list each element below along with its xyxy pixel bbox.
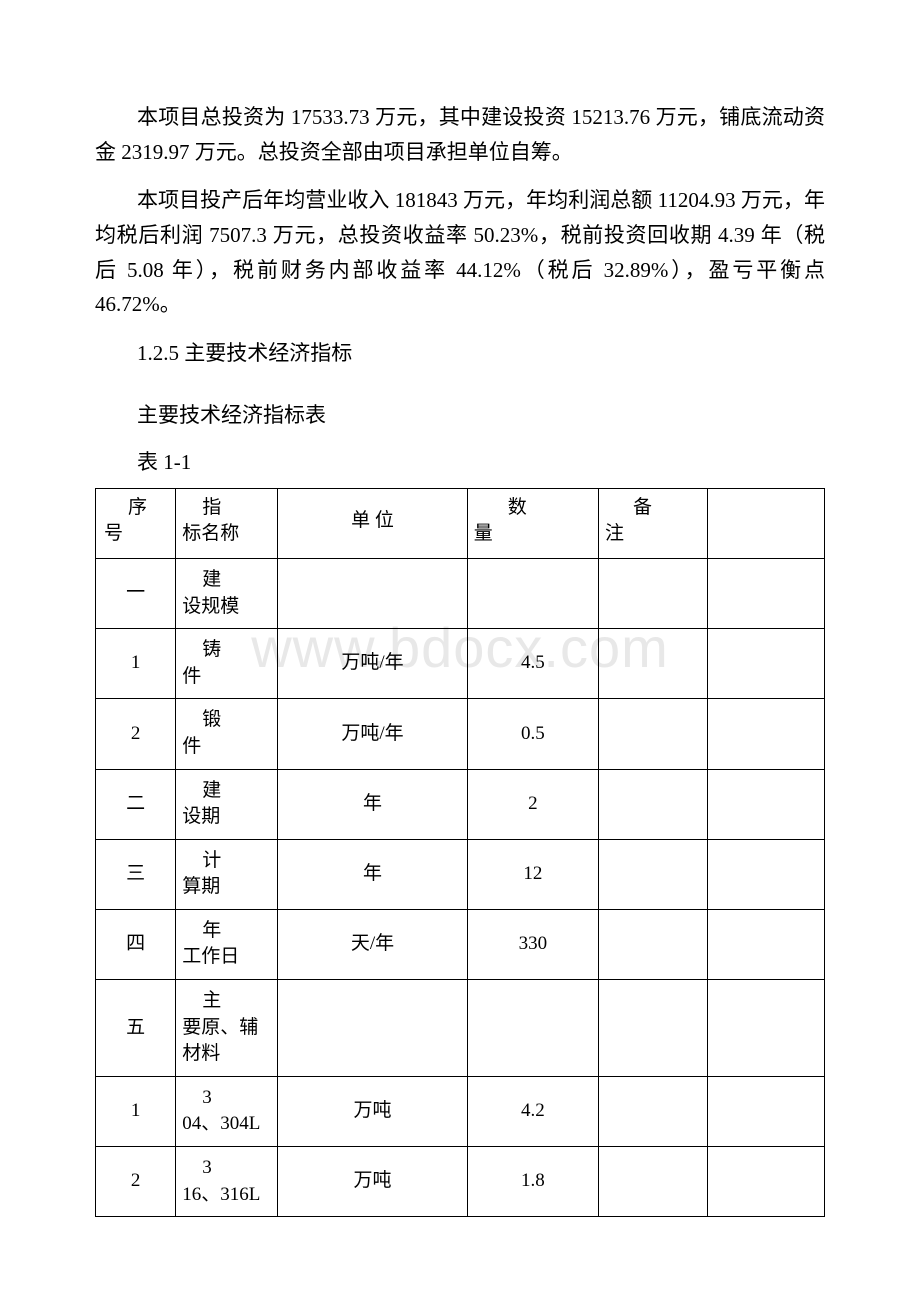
table-row: 二建设期年2 xyxy=(96,769,825,839)
table-row: 四年工作日天/年330 xyxy=(96,909,825,979)
cell-name: 建设期 xyxy=(176,769,278,839)
cell-name: 铸件 xyxy=(176,629,278,699)
cell-qty: 2 xyxy=(467,769,598,839)
header-name: 指标名称 xyxy=(176,488,278,558)
cell-remark xyxy=(598,769,707,839)
cell-name: 计算期 xyxy=(176,839,278,909)
cell-unit: 天/年 xyxy=(278,909,468,979)
table-label: 表 1-1 xyxy=(95,445,825,480)
cell-remark xyxy=(598,558,707,628)
cell-unit: 万吨/年 xyxy=(278,699,468,769)
cell-unit: 万吨 xyxy=(278,1147,468,1217)
cell-unit: 年 xyxy=(278,769,468,839)
cell-qty: 0.5 xyxy=(467,699,598,769)
cell-unit: 年 xyxy=(278,839,468,909)
cell-extra xyxy=(708,699,825,769)
cell-extra xyxy=(708,629,825,699)
cell-unit xyxy=(278,558,468,628)
cell-remark xyxy=(598,629,707,699)
cell-seq: 二 xyxy=(96,769,176,839)
cell-name: 年工作日 xyxy=(176,909,278,979)
cell-remark xyxy=(598,909,707,979)
table-header-row: 序号 指标名称 单 位 数量 备注 xyxy=(96,488,825,558)
cell-qty: 12 xyxy=(467,839,598,909)
table-row: 五主要原、辅材料 xyxy=(96,980,825,1077)
cell-qty: 330 xyxy=(467,909,598,979)
cell-name: 建设规模 xyxy=(176,558,278,628)
cell-qty xyxy=(467,558,598,628)
cell-qty: 4.2 xyxy=(467,1076,598,1146)
cell-remark xyxy=(598,699,707,769)
paragraph-investment: 本项目总投资为 17533.73 万元，其中建设投资 15213.76 万元，铺… xyxy=(95,100,825,169)
cell-extra xyxy=(708,839,825,909)
table-row: 2锻件万吨/年0.5 xyxy=(96,699,825,769)
cell-name: 主要原、辅材料 xyxy=(176,980,278,1077)
table-row: 三计算期年12 xyxy=(96,839,825,909)
indicators-table: 序号 指标名称 单 位 数量 备注 一建设规模1铸件万吨/年4.52锻件万吨/年… xyxy=(95,488,825,1217)
table-row: 2316、316L万吨1.8 xyxy=(96,1147,825,1217)
cell-qty: 1.8 xyxy=(467,1147,598,1217)
table-row: 一建设规模 xyxy=(96,558,825,628)
cell-name: 锻件 xyxy=(176,699,278,769)
cell-qty: 4.5 xyxy=(467,629,598,699)
header-remark: 备注 xyxy=(598,488,707,558)
cell-unit: 万吨/年 xyxy=(278,629,468,699)
cell-name: 316、316L xyxy=(176,1147,278,1217)
header-unit: 单 位 xyxy=(278,488,468,558)
cell-seq: 四 xyxy=(96,909,176,979)
cell-seq: 三 xyxy=(96,839,176,909)
cell-extra xyxy=(708,909,825,979)
table-row: 1304、304L万吨4.2 xyxy=(96,1076,825,1146)
paragraph-financials: 本项目投产后年均营业收入 181843 万元，年均利润总额 11204.93 万… xyxy=(95,183,825,322)
table-title: 主要技术经济指标表 xyxy=(95,398,825,433)
cell-seq: 1 xyxy=(96,1076,176,1146)
header-qty: 数量 xyxy=(467,488,598,558)
cell-name: 304、304L xyxy=(176,1076,278,1146)
cell-qty xyxy=(467,980,598,1077)
cell-unit: 万吨 xyxy=(278,1076,468,1146)
header-extra xyxy=(708,488,825,558)
cell-extra xyxy=(708,1147,825,1217)
cell-remark xyxy=(598,980,707,1077)
cell-seq: 2 xyxy=(96,1147,176,1217)
section-heading: 1.2.5 主要技术经济指标 xyxy=(95,336,825,371)
table-row: 1铸件万吨/年4.5 xyxy=(96,629,825,699)
cell-extra xyxy=(708,558,825,628)
header-seq: 序号 xyxy=(96,488,176,558)
cell-remark xyxy=(598,1147,707,1217)
cell-extra xyxy=(708,980,825,1077)
cell-remark xyxy=(598,839,707,909)
cell-extra xyxy=(708,769,825,839)
cell-seq: 1 xyxy=(96,629,176,699)
cell-seq: 一 xyxy=(96,558,176,628)
cell-seq: 2 xyxy=(96,699,176,769)
cell-extra xyxy=(708,1076,825,1146)
cell-unit xyxy=(278,980,468,1077)
cell-remark xyxy=(598,1076,707,1146)
cell-seq: 五 xyxy=(96,980,176,1077)
